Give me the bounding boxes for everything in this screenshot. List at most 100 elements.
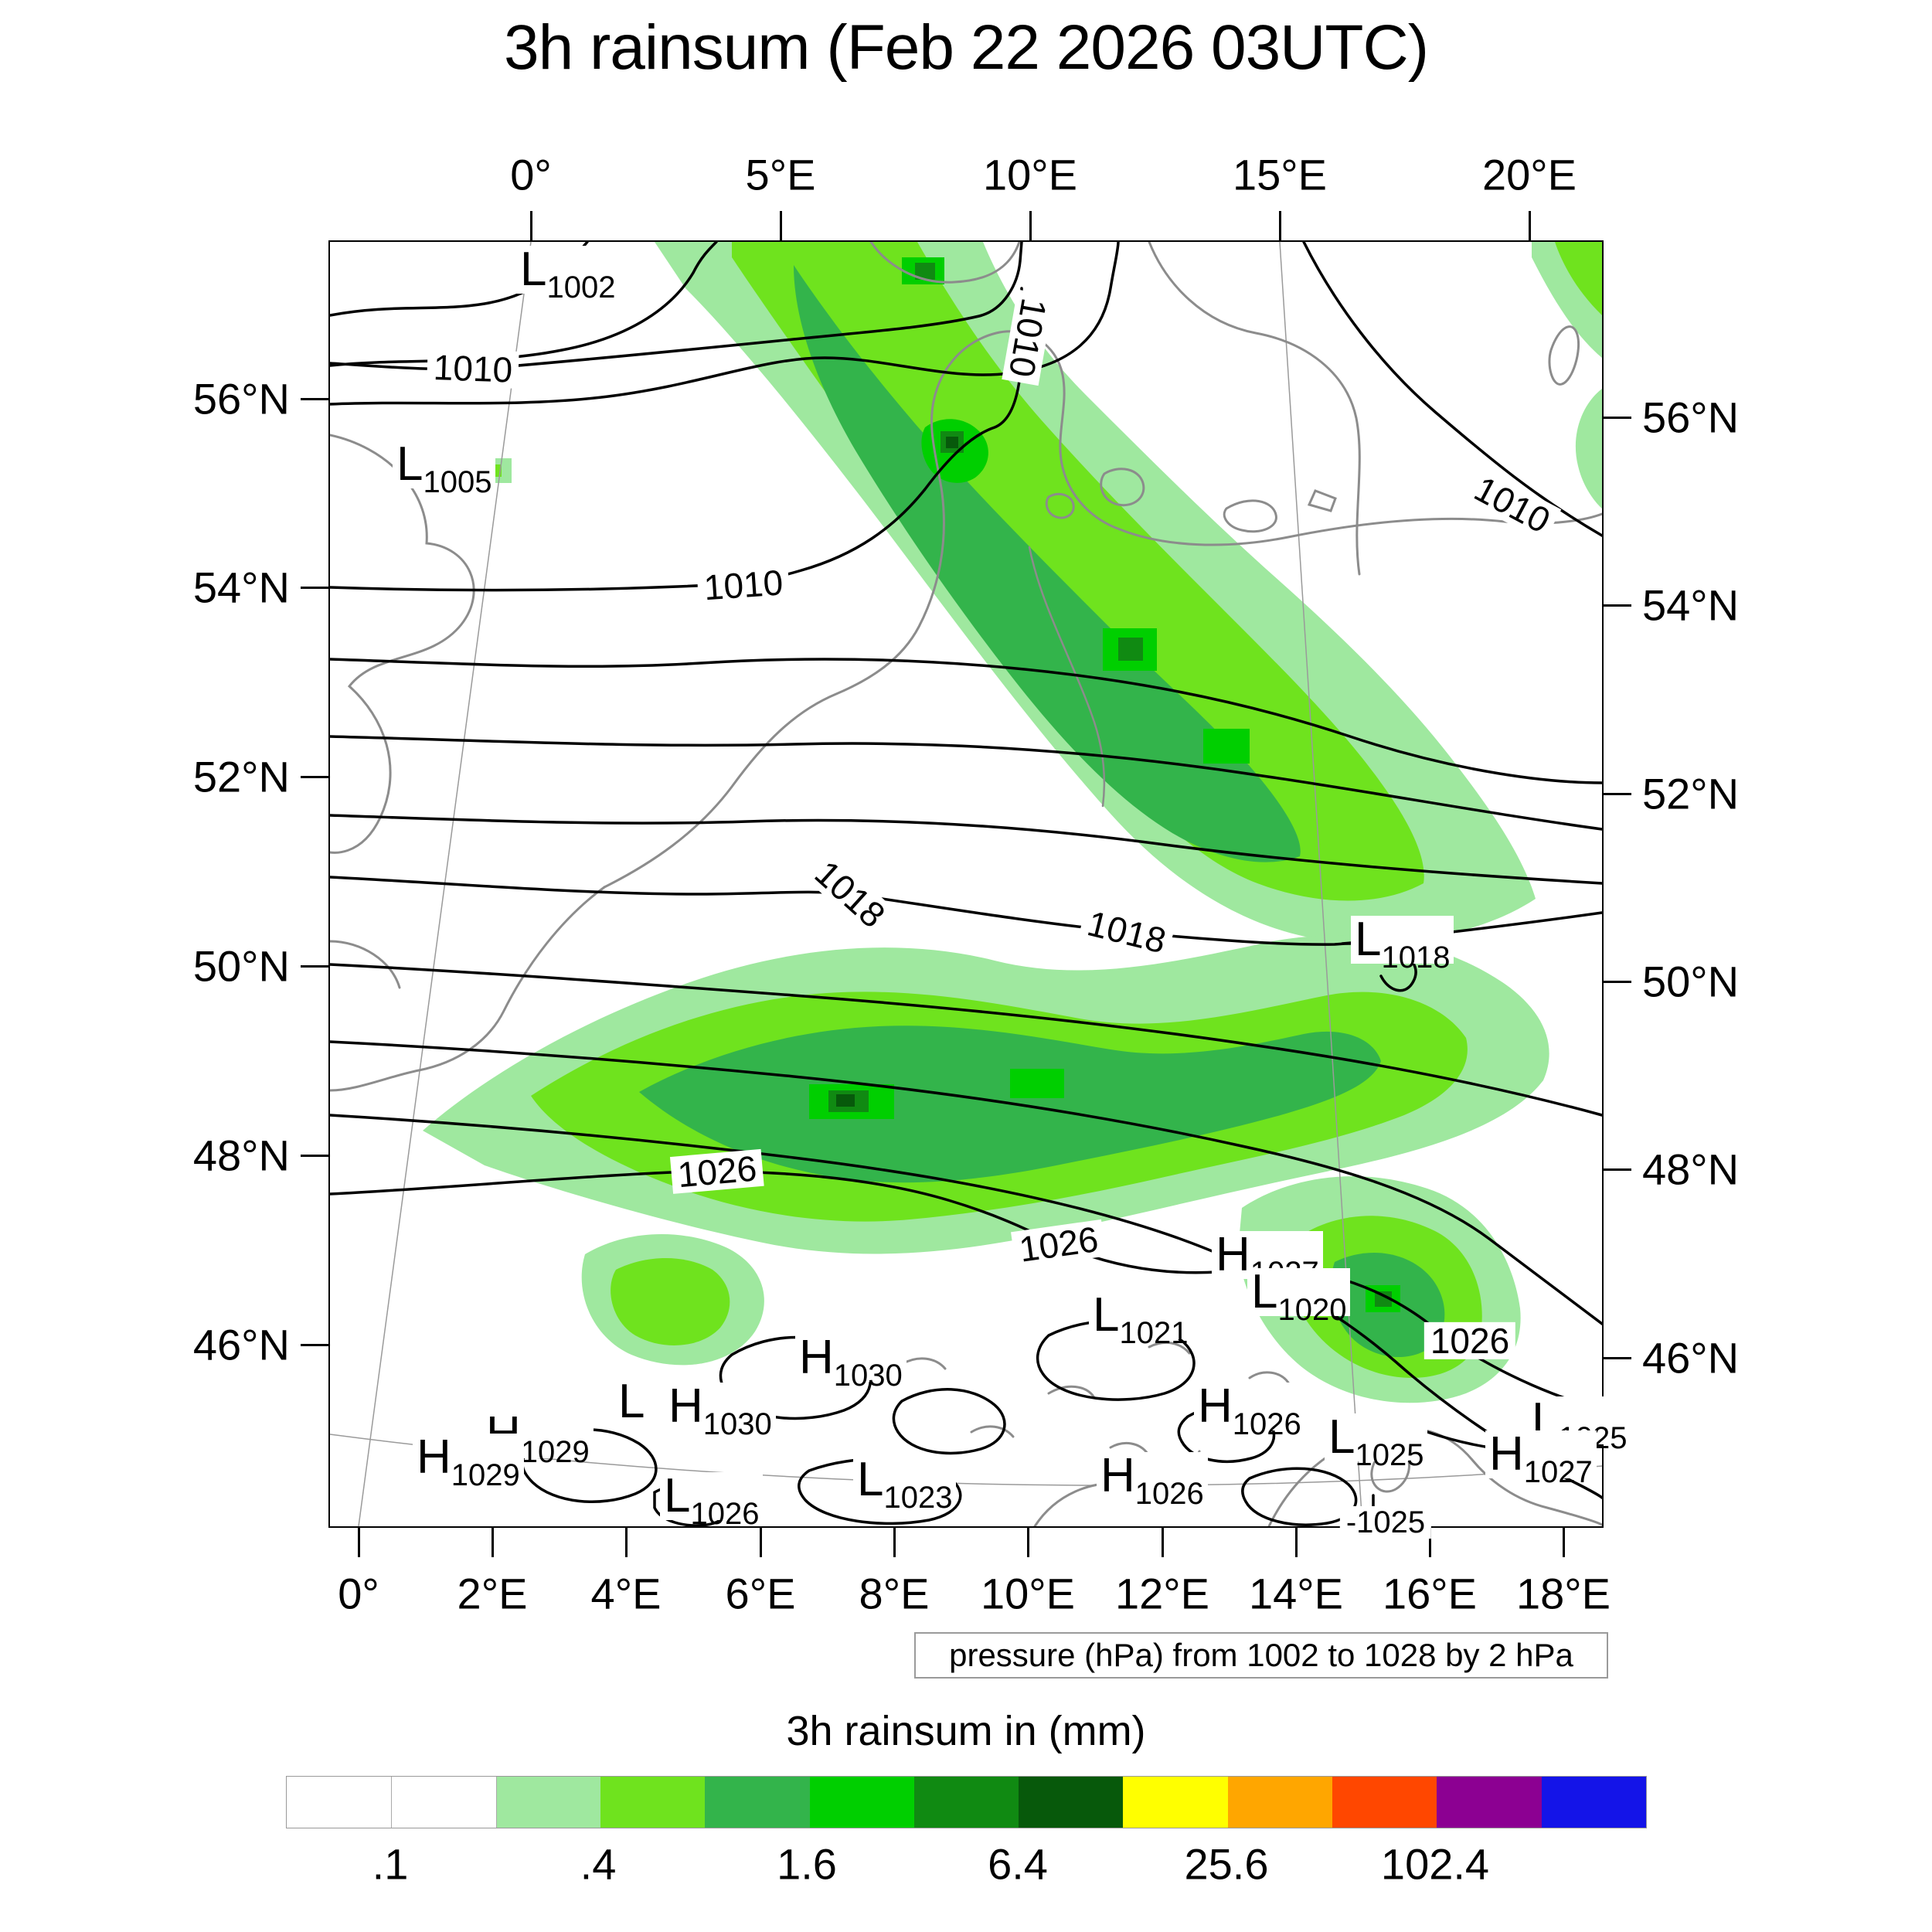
low-pressure-center: L1005: [393, 437, 496, 498]
bottom-axis-label: 6°E: [725, 1569, 796, 1618]
bottom-axis-label: 0°: [338, 1569, 379, 1618]
page-title: 3h rainsum (Feb 22 2026 03UTC): [503, 12, 1429, 83]
colorbar-separator: [391, 1777, 393, 1828]
pressure-center-letter: L: [396, 437, 423, 491]
colorbar-tick-label: 25.6: [1184, 1839, 1269, 1889]
map-frame: [328, 240, 1604, 1528]
colorbar-tick-label: .4: [580, 1839, 617, 1889]
colorbar-tick-label: 6.4: [988, 1839, 1048, 1889]
pressure-center-letter: L: [1251, 1265, 1278, 1318]
isobar-value-label: 1010: [696, 562, 791, 607]
left-axis-tick: [301, 586, 330, 589]
left-axis-tick: [301, 1154, 330, 1157]
right-axis-tick: [1602, 604, 1631, 607]
pressure-center-letter: L: [520, 243, 547, 296]
pressure-caption: pressure (hPa) from 1002 to 1028 by 2 hP…: [914, 1632, 1608, 1679]
pressure-center-value: 1029: [520, 1435, 590, 1469]
low-pressure-center: L1023: [853, 1453, 957, 1513]
pressure-caption-text: pressure (hPa) from 1002 to 1028 by 2 hP…: [949, 1637, 1573, 1673]
colorbar-cell: [287, 1777, 392, 1828]
top-axis-label: 15°E: [1232, 150, 1328, 199]
right-axis-label: 56°N: [1642, 393, 1740, 442]
pressure-center-letter: L: [1093, 1288, 1120, 1342]
colorbar-cell: [809, 1777, 915, 1828]
pressure-center-letter: L: [857, 1453, 884, 1506]
bottom-axis-tick: [624, 1526, 628, 1557]
high-pressure-center: H1030: [795, 1334, 906, 1391]
pressure-center-value: 1029: [451, 1458, 520, 1492]
pressure-center-value: 1026: [1232, 1407, 1301, 1441]
colorbar-cell: [913, 1777, 1019, 1828]
colorbar-cell: [391, 1777, 497, 1828]
bottom-axis-tick: [491, 1526, 494, 1557]
pressure-center-value: 1027: [1523, 1455, 1593, 1489]
high-pressure-center: H1027: [1485, 1430, 1597, 1488]
top-axis-tick: [1528, 211, 1531, 242]
right-axis-tick: [1602, 1168, 1631, 1171]
isobar-1014: [330, 735, 1602, 831]
low-pressure-center: L1020: [1247, 1265, 1351, 1325]
pressure-center-letter: H: [1198, 1379, 1233, 1433]
low-pressure-center: L1025: [1325, 1410, 1428, 1471]
pressure-center-letter: L: [618, 1375, 645, 1428]
colorbar: [286, 1776, 1647, 1828]
pressure-center-value: 1026: [690, 1497, 760, 1531]
colorbar-title: 3h rainsum in (mm): [786, 1708, 1146, 1754]
colorbar-cell: [1437, 1777, 1543, 1828]
right-axis-tick: [1602, 1356, 1631, 1359]
pressure-center-letter: L: [1355, 913, 1382, 966]
right-axis-tick: [1602, 980, 1631, 983]
isobar-1006: [330, 242, 718, 367]
bottom-axis-tick: [1026, 1526, 1029, 1557]
map-plot: [330, 242, 1602, 1526]
left-axis-tick: [301, 397, 330, 400]
right-axis-tick: [1602, 792, 1631, 795]
pressure-center-value: 1025: [1355, 1438, 1424, 1472]
top-axis-label: 20°E: [1481, 150, 1577, 199]
top-axis-label: 0°: [510, 150, 552, 199]
right-axis-label: 54°N: [1642, 580, 1740, 630]
pressure-center-value: 1030: [833, 1359, 903, 1393]
left-axis-label: 56°N: [192, 374, 290, 423]
isobar-value-label: 1010: [427, 347, 519, 390]
left-axis-label: 46°N: [192, 1320, 290, 1369]
left-axis-label: 52°N: [192, 752, 290, 801]
left-axis-tick: [301, 1343, 330, 1346]
low-pressure-center: L1002: [516, 243, 620, 303]
pressure-center-letter: H: [1216, 1228, 1250, 1281]
low-pressure-center: L1018: [1351, 913, 1454, 973]
bottom-axis-label: 16°E: [1382, 1569, 1478, 1618]
pressure-center-letter: H: [668, 1379, 703, 1433]
bottom-axis-label: 10°E: [980, 1569, 1076, 1618]
isobar-blob: [1241, 1467, 1358, 1526]
left-axis-tick: [301, 775, 330, 778]
top-axis-tick: [1029, 211, 1032, 242]
pressure-center-letter: H: [417, 1430, 451, 1484]
pressure-center-value: 1020: [1277, 1293, 1347, 1327]
colorbar-cell: [1332, 1777, 1437, 1828]
isobar-1016: [330, 814, 1602, 885]
isobar-blob: [521, 1428, 658, 1504]
bottom-axis-tick: [1562, 1526, 1565, 1557]
left-axis-label: 50°N: [192, 941, 290, 991]
left-axis-label: 54°N: [192, 563, 290, 612]
isobar-blob: [892, 1388, 1006, 1455]
isobar-value-label: -1025: [1339, 1506, 1432, 1539]
high-pressure-center: H1026: [1097, 1452, 1208, 1509]
pressure-center-value: 1023: [883, 1481, 953, 1515]
pressure-center-letter: L: [1328, 1410, 1355, 1464]
bottom-axis-tick: [357, 1526, 360, 1557]
colorbar-cell: [600, 1777, 706, 1828]
top-axis-tick: [1278, 211, 1281, 242]
pressure-center-value: 1026: [1134, 1477, 1204, 1511]
pressure-center-value: 1021: [1119, 1316, 1189, 1350]
top-axis-label: 5°E: [745, 150, 816, 199]
pressure-center-value: 1005: [423, 465, 492, 499]
left-axis-tick: [301, 964, 330, 968]
right-axis-tick: [1602, 416, 1631, 419]
bottom-axis-label: 8°E: [859, 1569, 930, 1618]
isobar-value-label: 1026: [1423, 1322, 1516, 1359]
bottom-axis-tick: [1428, 1526, 1431, 1557]
colorbar-cell: [1541, 1777, 1647, 1828]
